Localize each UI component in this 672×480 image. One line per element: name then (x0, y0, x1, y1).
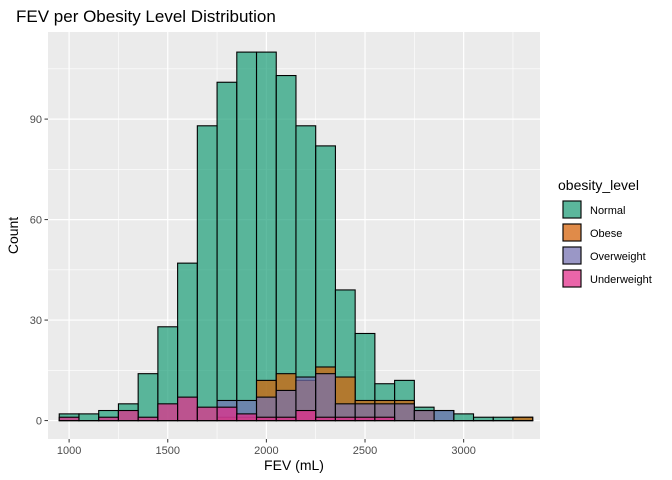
bar (177, 396, 198, 422)
legend-swatch (562, 223, 582, 242)
x-tick-label: 2500 (353, 445, 377, 457)
legend-item-obese: Obese (562, 223, 622, 242)
bar (275, 389, 297, 422)
legend-swatch (562, 269, 582, 288)
bar (295, 125, 317, 422)
bar (275, 74, 297, 422)
bar (295, 409, 317, 422)
bar (236, 51, 258, 422)
legend-swatch (562, 200, 582, 219)
x-tick-label: 3000 (451, 445, 475, 457)
y-axis: 0 30 60 90 (30, 114, 48, 428)
bar (137, 416, 159, 422)
bar (98, 416, 119, 422)
y-tick-label: 60 (30, 215, 42, 227)
legend: obesity_level Normal Obese Overweight Under… (558, 177, 652, 288)
bar (58, 416, 80, 422)
bar (334, 416, 356, 422)
x-tick-label: 1000 (57, 445, 81, 457)
legend-swatch (562, 246, 582, 265)
bar (196, 125, 218, 422)
bar (137, 373, 159, 422)
legend-item-normal: Normal (562, 200, 625, 219)
legend-item-overweight: Overweight (562, 246, 646, 265)
legend-title: obesity_level (558, 177, 639, 193)
bar (255, 51, 277, 422)
legend-label: Underweight (590, 274, 652, 286)
bar (315, 373, 336, 422)
bar (413, 409, 435, 422)
bar (453, 413, 475, 422)
y-tick-label: 90 (30, 114, 42, 126)
bar (315, 416, 336, 422)
bar (374, 416, 396, 422)
bar (216, 406, 238, 422)
y-axis-title: Count (5, 217, 21, 254)
legend-item-underweight: Underweight (562, 269, 652, 288)
legend-label: Obese (590, 228, 622, 240)
bar (275, 416, 297, 422)
bar (394, 403, 415, 422)
y-tick-label: 30 (30, 315, 42, 327)
bar (78, 413, 100, 422)
bar (255, 416, 277, 422)
x-tick-label: 2000 (254, 445, 278, 457)
x-tick-label: 1500 (156, 445, 180, 457)
x-axis-title: FEV (mL) (264, 457, 324, 473)
x-axis: 1000 1500 2000 2500 3000 (57, 439, 476, 457)
bar (216, 81, 238, 422)
bar (117, 409, 139, 422)
y-tick-label: 0 (36, 416, 42, 428)
legend-label: Normal (590, 205, 625, 217)
chart-title: FEV per Obesity Level Distribution (16, 7, 276, 26)
bars (58, 51, 534, 422)
series-underweight (58, 396, 534, 422)
bar (236, 413, 258, 422)
bar (354, 416, 376, 422)
bar (157, 403, 179, 422)
legend-label: Overweight (590, 251, 646, 263)
bar (196, 406, 218, 422)
bar (433, 409, 455, 422)
